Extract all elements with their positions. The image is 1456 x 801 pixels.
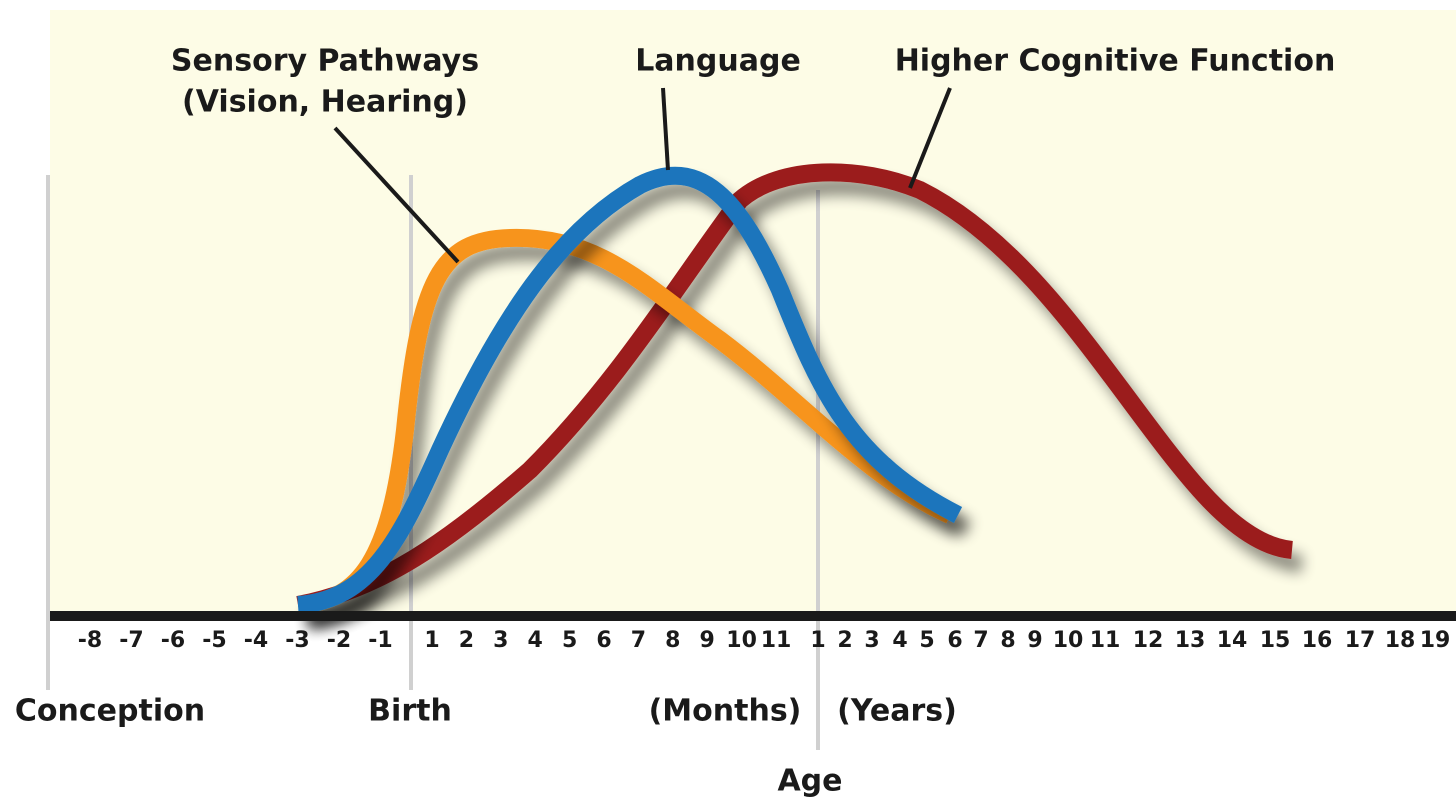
x-tick-label: 10 [1053, 628, 1084, 653]
x-tick-label: 14 [1217, 628, 1248, 653]
x-tick-label: 1 [810, 628, 825, 653]
sensory-curve [299, 228, 954, 614]
x-tick-label: 7 [631, 628, 646, 653]
x-tick-label: 18 [1385, 628, 1416, 653]
x-tick-label: 9 [1027, 628, 1042, 653]
x-tick-label: 2 [837, 628, 852, 653]
x-tick-label: 11 [1090, 628, 1121, 653]
x-tick-label: -1 [368, 628, 392, 653]
x-tick-label: 19 [1420, 628, 1451, 653]
x-tick-label: -3 [285, 628, 309, 653]
x-tick-label: 3 [864, 628, 879, 653]
x-tick-label: 10 [726, 628, 757, 653]
higher-cognitive-curve [296, 163, 1294, 614]
x-tick-label: 11 [761, 628, 792, 653]
leader-line [661, 87, 670, 171]
axis-label: (Months) [649, 694, 802, 729]
x-tick-label: 4 [528, 628, 543, 653]
axis-label: Conception [15, 694, 205, 729]
x-tick-label: 6 [596, 628, 611, 653]
x-tick-label: -6 [161, 628, 185, 653]
axis-label: (Years) [837, 694, 957, 729]
x-tick-label: 12 [1133, 628, 1164, 653]
x-tick-label: 1 [424, 628, 439, 653]
x-tick-label: 7 [973, 628, 988, 653]
axis-title: Age [777, 764, 842, 799]
x-tick-label: 2 [459, 628, 474, 653]
language-curve [297, 166, 963, 614]
x-tick-label: 5 [562, 628, 577, 653]
x-tick-label: 5 [919, 628, 934, 653]
leader-line [908, 87, 952, 189]
x-tick-label: -7 [119, 628, 143, 653]
x-tick-label: -8 [78, 628, 102, 653]
x-tick-label: -4 [244, 628, 268, 653]
x-tick-label: 3 [493, 628, 508, 653]
x-tick-label: 8 [1000, 628, 1015, 653]
axis-label: Birth [368, 694, 452, 729]
x-tick-label: 15 [1260, 628, 1291, 653]
leader-line [333, 126, 460, 264]
curve-label: (Vision, Hearing) [182, 85, 468, 120]
x-tick-label: 4 [892, 628, 907, 653]
x-tick-label: 16 [1302, 628, 1333, 653]
x-tick-label: -2 [327, 628, 351, 653]
x-tick-label: 8 [665, 628, 680, 653]
x-tick-label: 6 [947, 628, 962, 653]
x-tick-label: 9 [700, 628, 715, 653]
curve-label: Sensory Pathways [171, 44, 479, 79]
x-tick-label: -5 [202, 628, 226, 653]
x-tick-label: 13 [1175, 628, 1206, 653]
x-tick-label: 17 [1345, 628, 1376, 653]
curve-label: Language [635, 44, 801, 79]
curve-label: Higher Cognitive Function [895, 44, 1336, 79]
